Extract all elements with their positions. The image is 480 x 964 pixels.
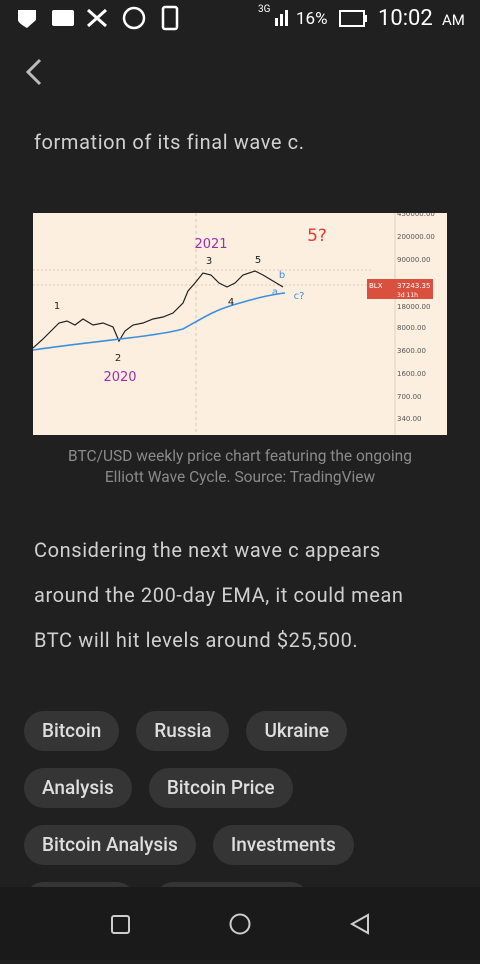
- clock-ampm: AM: [442, 11, 465, 29]
- paragraph: formation of its final wave c.: [34, 130, 305, 154]
- wave-label: 4: [228, 297, 234, 308]
- tag[interactable]: Analysis: [24, 768, 132, 808]
- tag[interactable]: Investments: [212, 825, 354, 865]
- wave-label: 5?: [307, 226, 327, 246]
- wave-label: a: [272, 287, 278, 298]
- price-tag-symbol: BLX: [369, 282, 383, 290]
- price-tag: [367, 279, 433, 299]
- text-line: Considering the next wave c appears: [34, 538, 381, 562]
- wave-label: b: [279, 270, 285, 281]
- text-line: BTC/USD weekly price chart featuring the…: [68, 447, 412, 465]
- battery-level: 16%: [296, 9, 328, 29]
- tag-list: Bitcoin Russia Ukraine Analysis Bitcoin Pric…: [24, 711, 354, 882]
- tag[interactable]: Russia: [136, 711, 230, 751]
- wave-label: 2021: [194, 237, 227, 252]
- price-tag-countdown: 3d 11h: [397, 292, 418, 299]
- recents-button[interactable]: [111, 915, 130, 934]
- nav-bar: [0, 887, 480, 960]
- wave-label: 3: [206, 256, 212, 267]
- wave-label: c?: [294, 291, 305, 302]
- nav-buttons: [111, 913, 369, 935]
- axis-label: 200000.00: [397, 233, 435, 241]
- axis-label: 700.00: [397, 393, 422, 401]
- clock: 10:02: [378, 6, 433, 31]
- axis-label: 90000.00: [397, 256, 430, 264]
- text-line: Elliott Wave Cycle. Source: TradingView: [104, 468, 376, 486]
- back-nav-button[interactable]: [349, 913, 369, 935]
- axis-label: 8000.00: [397, 324, 426, 332]
- price-tag-price: 37243.35: [397, 282, 430, 290]
- network-type: 3G: [258, 4, 271, 15]
- axis-label: 450000.00: [397, 213, 435, 218]
- status-icons: [18, 5, 367, 31]
- axis-label: 1600.00: [397, 370, 426, 378]
- figure-caption: BTC/USD weekly price chart featuring the…: [20, 446, 460, 488]
- tag-row: Bitcoin Analysis Investments: [24, 825, 354, 865]
- tag[interactable]: Bitcoin Price: [148, 768, 293, 808]
- text-line: BTC will hit levels around $25,500.: [34, 628, 359, 652]
- tag[interactable]: Bitcoin Analysis: [24, 825, 196, 865]
- tag[interactable]: Bitcoin: [24, 711, 120, 751]
- text-line: around the 200-day EMA, it could mean: [34, 583, 404, 607]
- wave-label: 2: [115, 353, 121, 364]
- axis-label: 3600.00: [397, 347, 426, 355]
- axis-label: 340.00: [397, 415, 422, 423]
- paragraph: Considering the next wave c appears aroun…: [34, 528, 404, 663]
- chart-image: 2021 3 5 5? ba c? 4 1 2 2020 450000.00 200000.00 900…: [33, 213, 447, 435]
- axis-label: 18000.00: [397, 303, 430, 311]
- home-button[interactable]: [229, 913, 251, 935]
- status-bar: 3G 16% 10:02 AM: [0, 0, 480, 38]
- back-button[interactable]: [20, 56, 48, 88]
- tag-row: Bitcoin Russia Ukraine: [24, 711, 354, 751]
- wave-label: 2020: [103, 370, 136, 385]
- tag[interactable]: Ukraine: [246, 711, 348, 751]
- wave-label: 5: [255, 255, 261, 266]
- wave-label: 1: [54, 301, 60, 312]
- tag-row: Analysis Bitcoin Price: [24, 768, 354, 808]
